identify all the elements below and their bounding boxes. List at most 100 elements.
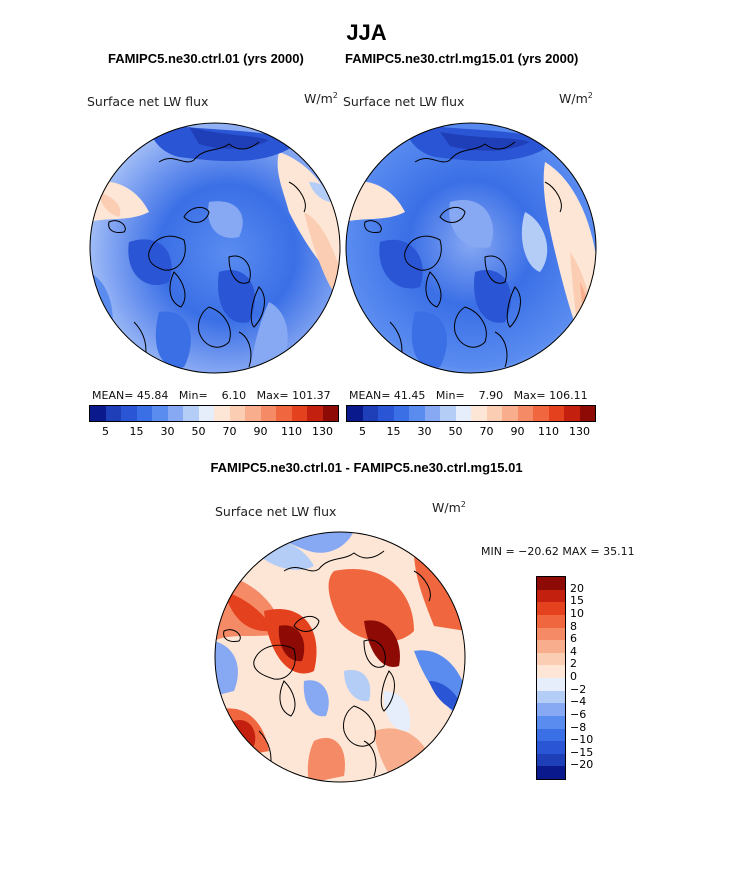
colorbar-swatch [537,715,565,729]
left-variable-label: Surface net LW flux [87,94,209,109]
colorbar-swatch [564,406,580,421]
colorbar-tick-label: −15 [570,745,594,759]
colorbar-tick-label: 5 [359,425,366,438]
left-colorbar [89,405,339,422]
colorbar-tick-label: 90 [253,425,268,438]
colorbar-swatch [322,406,338,421]
colorbar-tick-label: 30 [160,425,175,438]
left-mean: 45.84 [136,389,169,402]
colorbar-swatch [409,406,425,421]
colorbar-tick-label: 30 [417,425,432,438]
colorbar-swatch [537,678,565,691]
colorbar-swatch [537,602,565,615]
left-case-label: FAMIPC5.ne30.ctrl.01 (yrs 2000) [108,51,304,66]
colorbar-swatch [537,577,565,590]
colorbar-swatch [393,406,409,421]
colorbar-tick-label: 70 [222,425,237,438]
colorbar-swatch [152,406,168,421]
colorbar-tick-label: 20 [570,581,584,595]
colorbar-swatch [537,690,565,704]
colorbar-tick-label: 110 [281,425,302,438]
colorbar-swatch [537,614,565,628]
colorbar-tick-label: 0 [570,670,577,683]
colorbar-swatch [378,406,394,421]
colorbar-tick-label: 110 [538,425,559,438]
colorbar-swatch [471,406,487,421]
right-colorbar [346,405,596,422]
colorbar-swatch [537,652,565,666]
right-min: 7.90 [478,389,504,402]
colorbar-swatch [347,406,363,421]
colorbar-swatch [548,406,564,421]
colorbar-swatch [579,406,595,421]
colorbar-tick-label: −10 [570,733,594,747]
colorbar-tick-label: 50 [191,425,206,438]
right-variable-label: Surface net LW flux [343,94,465,109]
colorbar-tick-label: −8 [570,720,587,734]
colorbar-tick-label: 15 [129,425,144,438]
colorbar-swatch [136,406,152,421]
colorbar-tick-label: 5 [102,425,109,438]
colorbar-tick-label: 130 [569,425,590,438]
colorbar-swatch [533,406,549,421]
left-polar-map [89,122,341,374]
diff-colorbar [536,576,566,780]
right-mean: 41.45 [393,389,426,402]
colorbar-tick-label: −4 [570,695,587,709]
colorbar-swatch [424,406,440,421]
colorbar-swatch [440,406,456,421]
colorbar-swatch [307,406,323,421]
right-polar-map [345,122,597,374]
colorbar-tick-label: 6 [570,632,577,646]
colorbar-tick-label: 8 [570,619,577,633]
colorbar-swatch [455,406,471,421]
colorbar-swatch [167,406,183,421]
colorbar-swatch [245,406,261,421]
colorbar-swatch [362,406,378,421]
colorbar-swatch [105,406,121,421]
right-case-label: FAMIPC5.ne30.ctrl.mg15.01 (yrs 2000) [345,51,579,66]
colorbar-tick-label: 15 [570,594,584,608]
left-max: 101.37 [292,389,331,402]
colorbar-swatch [537,703,565,716]
colorbar-tick-label: −20 [570,758,594,772]
diff-variable-label: Surface net LW flux [215,504,337,519]
colorbar-swatch [517,406,533,421]
left-units-label: W/m2 [304,91,338,107]
colorbar-swatch [537,627,565,641]
colorbar-swatch [229,406,245,421]
colorbar-swatch [276,406,292,421]
left-min: 6.10 [221,389,247,402]
colorbar-tick-label: 4 [570,644,577,658]
colorbar-swatch [537,665,565,678]
colorbar-swatch [260,406,276,421]
colorbar-swatch [183,406,199,421]
right-units-label: W/m2 [559,91,593,107]
right-stats: MEAN= 41.45 Min= 7.90 Max= 106.11 [349,389,588,402]
diff-units-label: W/m2 [432,500,466,516]
diff-polar-map [214,531,466,783]
colorbar-tick-label: 15 [386,425,401,438]
colorbar-swatch [537,766,565,779]
colorbar-tick-label: −2 [570,682,587,696]
colorbar-tick-label: 70 [479,425,494,438]
colorbar-tick-label: 130 [312,425,333,438]
page-title: JJA [346,20,387,45]
colorbar-swatch [198,406,214,421]
right-max: 106.11 [549,389,588,402]
colorbar-tick-label: 2 [570,657,577,671]
colorbar-swatch [90,406,106,421]
colorbar-swatch [214,406,230,421]
colorbar-swatch [121,406,137,421]
colorbar-swatch [537,640,565,653]
left-stats: MEAN= 45.84 Min= 6.10 Max= 101.37 [92,389,331,402]
colorbar-swatch [291,406,307,421]
colorbar-swatch [537,753,565,767]
colorbar-swatch [537,728,565,742]
colorbar-tick-label: 50 [448,425,463,438]
colorbar-swatch [537,589,565,603]
colorbar-tick-label: 90 [510,425,525,438]
diff-minmax: MIN = −20.62 MAX = 35.11 [481,545,635,558]
colorbar-swatch [486,406,502,421]
diff-title: FAMIPC5.ne30.ctrl.01 - FAMIPC5.ne30.ctrl… [210,460,523,475]
